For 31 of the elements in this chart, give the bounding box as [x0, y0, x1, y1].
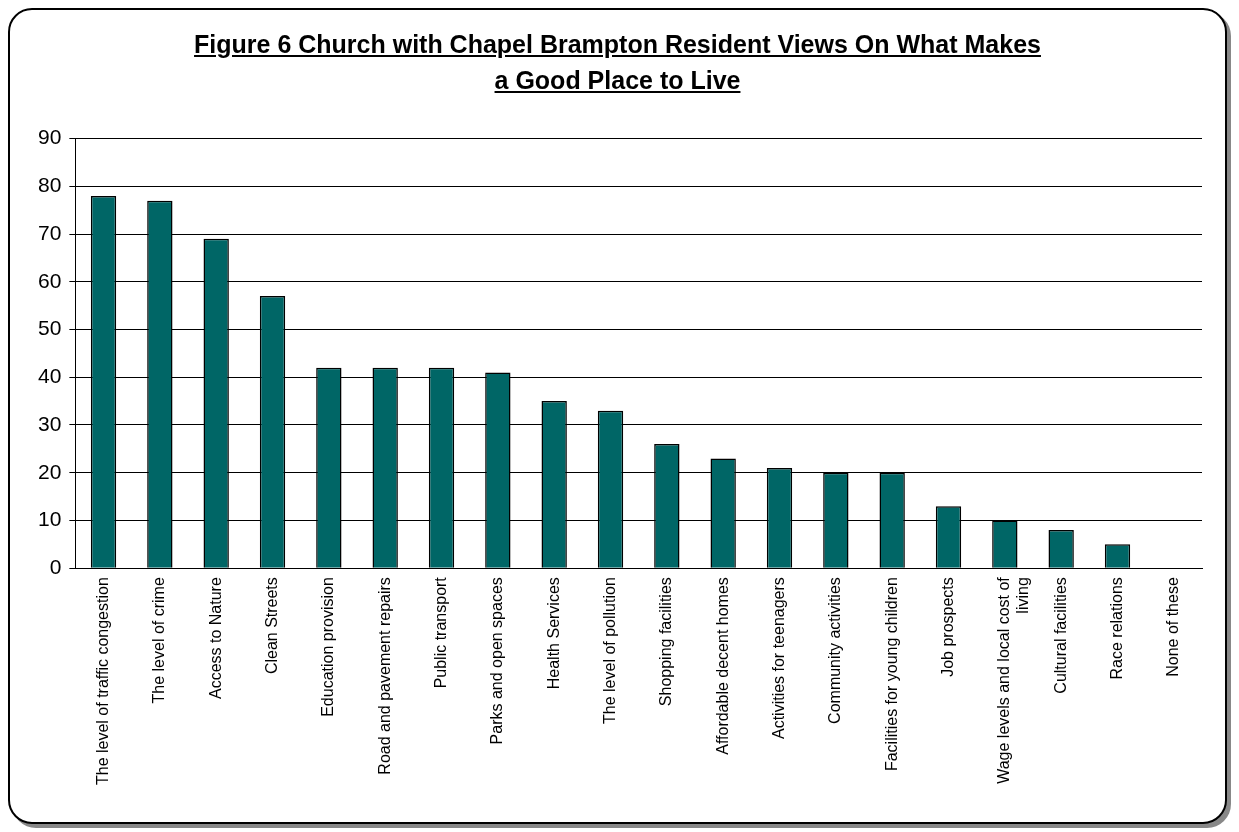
x-tick-label: None of these — [1164, 577, 1182, 677]
x-tick-label: Education provision — [319, 577, 337, 717]
x-tick-label: Race relations — [1107, 577, 1125, 680]
x-tick-label: Access to Nature — [206, 577, 224, 700]
y-tick-label: 20 — [38, 459, 62, 483]
x-tick-label: The level of pollution — [600, 577, 618, 724]
y-tick-label: 60 — [38, 268, 62, 292]
x-tick-label: Job prospects — [938, 577, 956, 677]
x-tick-label: Facilities for young children — [882, 577, 900, 772]
x-tick-label: Clean Streets — [262, 577, 280, 675]
x-tick-label: Health Services — [544, 577, 562, 690]
y-tick-label: 30 — [38, 411, 62, 435]
y-tick-label: 80 — [38, 173, 62, 197]
x-tick-label: Community activities — [826, 577, 844, 724]
y-tick-label: 40 — [38, 364, 62, 388]
x-tick-label: The level of crime — [150, 577, 168, 704]
x-tick-label: Cultural facilities — [1051, 577, 1069, 694]
x-tick-label: Shopping facilities — [657, 577, 675, 707]
y-tick-label: 50 — [38, 316, 62, 340]
x-tick-label: Activities for teenagers — [769, 577, 787, 740]
y-tick-label: 10 — [38, 507, 62, 531]
chart-title: Figure 6 Church with Chapel Brampton Resident Views On What Makes a Good Place to Live — [193, 29, 1042, 96]
x-tick-label: Affordable decent homes — [713, 577, 731, 755]
x-tick-label: Parks and open spaces — [488, 577, 506, 745]
y-tick-label: 90 — [38, 125, 62, 149]
x-tick-label: Wage levels and local cost of living — [995, 576, 1032, 784]
y-tick-label: 70 — [38, 220, 62, 244]
x-tick-label: Road and pavement repairs — [375, 577, 393, 775]
x-tick-label: Public transport — [431, 576, 449, 689]
x-tick-label: The level of traffic congestion — [93, 577, 111, 786]
y-tick-label: 0 — [49, 554, 62, 578]
